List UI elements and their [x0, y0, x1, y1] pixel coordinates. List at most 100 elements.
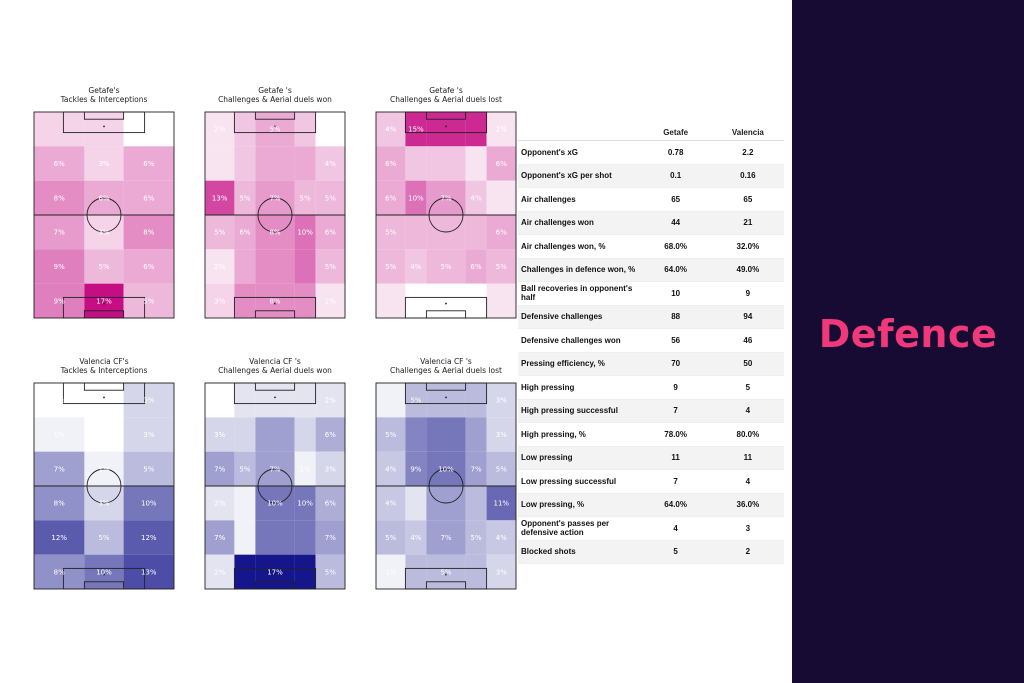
heatmap-cell [405, 520, 427, 555]
heatmap-cell [205, 383, 235, 418]
heatmap-cell [376, 451, 406, 486]
heatmap-cell-label: 7% [54, 465, 65, 473]
table-row: High pressing 9 5 [518, 375, 784, 400]
six-yard-box-top [425, 382, 467, 391]
heatmap-cell [34, 215, 85, 250]
table-row: Ball recoveries in opponent's half 10 9 [518, 281, 784, 306]
heatmap-cell [376, 486, 406, 521]
heatmap-title: Getafe 's Challenges & Aerial duels lost [390, 86, 502, 104]
stat-label: Low pressing, % [518, 493, 640, 517]
heatmap-cell [315, 417, 345, 452]
table-row: High pressing, % 78.0% 80.0% [518, 422, 784, 447]
heatmap-cell-label: 7% [269, 194, 280, 202]
heatmap-cell [84, 146, 124, 181]
heatmap-title: Valencia CF 's Challenges & Aerial duels… [390, 357, 502, 375]
heatmap-cell [34, 249, 85, 284]
heatmap-cell-label: 10% [141, 500, 157, 508]
heatmap-cell-label: 5% [214, 229, 225, 237]
table-row: Air challenges won 44 21 [518, 211, 784, 235]
heatmap-cell [234, 112, 256, 147]
heatmap-cell [376, 215, 406, 250]
heatmap-cell [376, 554, 406, 589]
heatmap-cell [426, 417, 466, 452]
heatmap-cell-label: 6% [143, 263, 154, 271]
heatmap-cell [123, 451, 174, 486]
valencia-value: 9 [711, 281, 784, 306]
heatmap-cell [294, 112, 316, 147]
getafe-value: 10 [639, 281, 712, 306]
heatmap-cell [315, 520, 345, 555]
heatmap-cell-label: 2% [214, 500, 225, 508]
heatmap-cell [234, 451, 256, 486]
table-row: Pressing efficiency, % 70 50 [518, 352, 784, 376]
heatmap-cell [205, 180, 235, 215]
heatmap-cell [255, 283, 295, 318]
heatmap-cell-label: 4% [410, 534, 421, 542]
heatmap-cell-label: 5% [496, 465, 507, 473]
heatmap-cell-label: 5% [325, 568, 336, 576]
heatmap-cell [34, 180, 85, 215]
heatmap-cell-label: 2% [496, 126, 507, 134]
heatmap-cell [486, 383, 516, 418]
heatmap-cell-label: 3% [98, 500, 109, 508]
table-row: Defensive challenges won 56 46 [518, 328, 784, 353]
heatmap-cell [234, 383, 256, 418]
heatmap-cell [405, 249, 427, 284]
heatmap-cell [34, 451, 85, 486]
heatmap-cell [465, 451, 487, 486]
heatmap-cell-label: 9% [54, 297, 65, 305]
heatmap-cell [294, 215, 316, 250]
stat-label: Defensive challenges [518, 305, 640, 329]
heatmap-cell [486, 451, 516, 486]
table-header-empty [518, 124, 640, 141]
heatmap-cell [426, 249, 466, 284]
heatmap-cell-label: 0% [54, 397, 65, 405]
heatmap-cell [426, 146, 466, 181]
stat-label: Air challenges won [518, 211, 640, 235]
heatmap-cell [234, 180, 256, 215]
valencia-value: 46 [711, 328, 784, 353]
heatmap-cell [205, 486, 235, 521]
heatmap-cell-label: 5% [385, 431, 396, 439]
heatmap-cell [234, 554, 256, 589]
six-yard-box-bottom [83, 581, 125, 590]
heatmap-cell [234, 520, 256, 555]
heatmap-cell-label: 5% [143, 465, 154, 473]
heatmap-cell-label: 6% [385, 160, 396, 168]
heatmap-cell-label: 2% [325, 297, 336, 305]
heatmap-cell [255, 383, 295, 418]
getafe-value: 78.0% [639, 422, 712, 447]
getafe-value: 7 [639, 469, 712, 494]
heatmap-cell-label: 4% [385, 465, 396, 473]
pitch-heatmap: 2% 5% 0% 4% 13% 5% 7% 5% 5% 5% 6% 8% 10% 6% 2% 5% 3% 8% 2% [204, 111, 346, 319]
heatmap-cell-label: 10% [297, 229, 313, 237]
heatmap-cell-label: 7% [325, 534, 336, 542]
stat-label: Pressing efficiency, % [518, 352, 640, 376]
heatmap-cell-label: 4% [385, 126, 396, 134]
heatmap-cell [294, 249, 316, 284]
heatmap-cell-label: 6% [239, 229, 250, 237]
valencia-value: 80.0% [711, 422, 784, 447]
heatmap-cell-label: 5% [143, 297, 154, 305]
getafe-value: 70 [639, 352, 712, 376]
penalty-spot-bottom [274, 302, 276, 305]
heatmap-cell [123, 112, 174, 147]
heatmap-cell [465, 283, 487, 318]
heatmap-title: Valencia CF's Tackles & Interceptions [60, 357, 148, 375]
heatmap-cell [234, 215, 256, 250]
heatmap-cell [205, 283, 235, 318]
heatmap-cell-label: 6% [98, 194, 109, 202]
valencia-value: 4 [711, 399, 784, 423]
heatmap-cell-label: 6% [54, 160, 65, 168]
heatmap-cell [376, 383, 406, 418]
penalty-spot-top [274, 125, 276, 128]
heatmap-cell-label: 13% [141, 568, 157, 576]
heatmap-cell [426, 283, 466, 318]
heatmap-cell-label: 7% [214, 465, 225, 473]
heatmap-cell [123, 520, 174, 555]
heatmap-cell-label: 5% [385, 263, 396, 271]
heatmap-cell [405, 554, 427, 589]
heatmap-cell [123, 554, 174, 589]
heatmap-cell [405, 417, 427, 452]
heatmap-cell [405, 451, 427, 486]
